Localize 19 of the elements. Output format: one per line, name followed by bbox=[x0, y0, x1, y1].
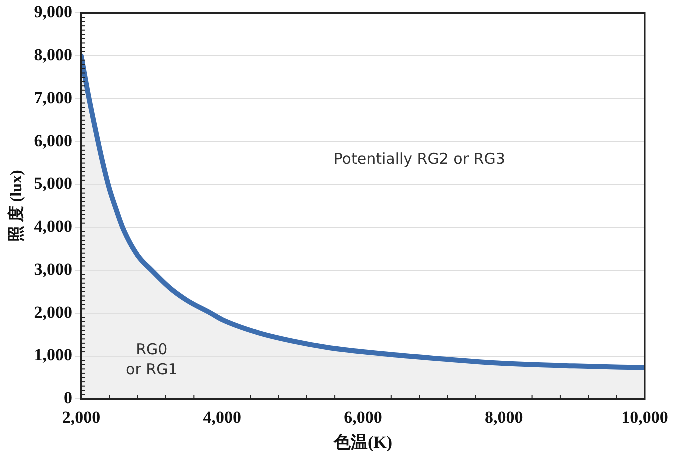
x-tick-label: 6,000 bbox=[344, 408, 382, 427]
x-tick-label: 4,000 bbox=[203, 408, 242, 427]
annotation: RG0 or RG1 bbox=[126, 340, 178, 378]
y-tick-label: 1,000 bbox=[34, 346, 72, 365]
y-tick-label: 0 bbox=[64, 388, 72, 408]
annotation: Potentially RG2 or RG3 bbox=[334, 150, 506, 168]
y-axis-title: 照 度 (lux) bbox=[6, 170, 26, 242]
y-tick-label: 9,000 bbox=[34, 2, 72, 22]
y-tick-label: 8,000 bbox=[34, 45, 72, 64]
x-tick-label: 10,000 bbox=[622, 408, 668, 427]
y-tick-label: 3,000 bbox=[34, 260, 72, 279]
y-tick-label: 5,000 bbox=[34, 174, 72, 194]
y-tick-label: 7,000 bbox=[34, 88, 72, 108]
y-tick-label: 2,000 bbox=[34, 302, 72, 322]
y-tick-label: 4,000 bbox=[34, 217, 72, 236]
y-tick-label: 6,000 bbox=[34, 131, 72, 150]
x-tick-label: 2,000 bbox=[62, 408, 101, 427]
x-axis-title: 色温(K) bbox=[332, 433, 392, 452]
x-tick-label: 8,000 bbox=[484, 408, 524, 427]
